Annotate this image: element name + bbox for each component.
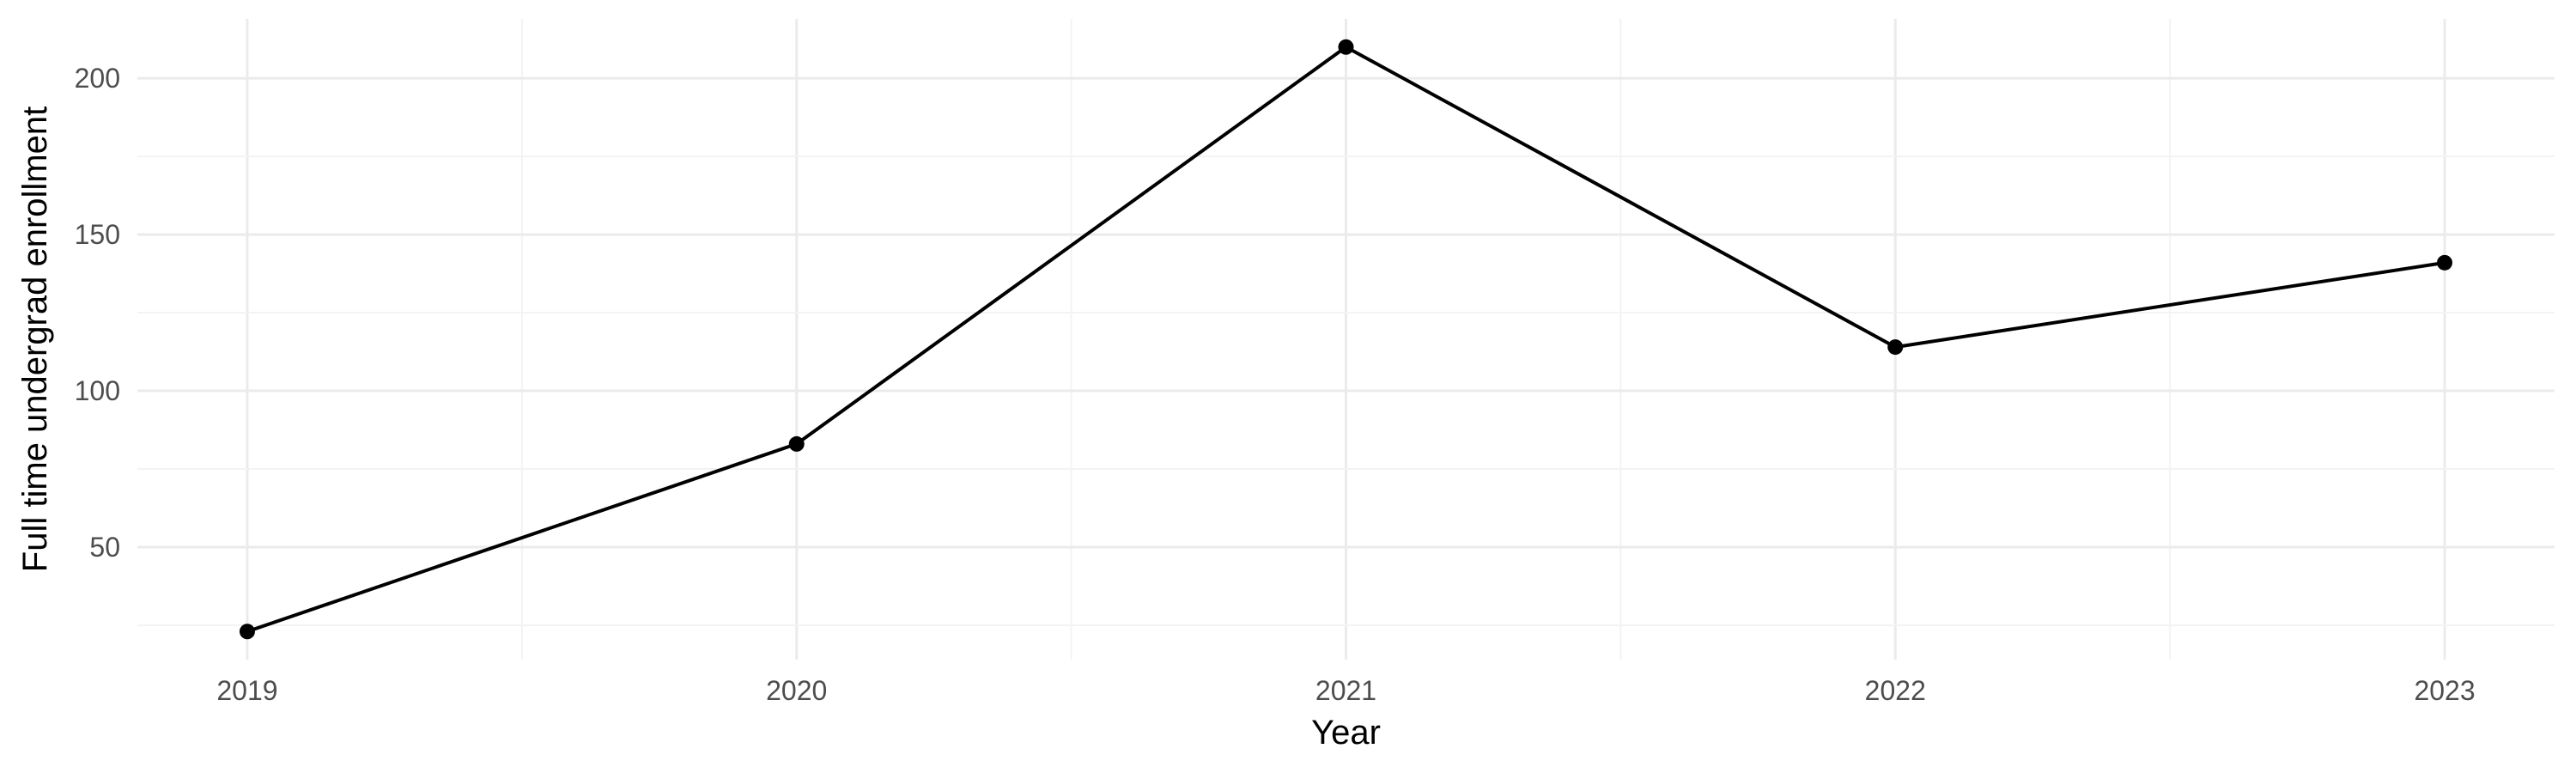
y-tick-label: 150	[75, 219, 120, 250]
y-tick-label: 100	[75, 375, 120, 406]
y-axis-ticks: 50 100 150 200	[75, 63, 120, 563]
data-point	[239, 624, 255, 640]
x-tick-label: 2023	[2414, 675, 2475, 706]
x-axis-title: Year	[1311, 714, 1381, 752]
y-tick-label: 200	[75, 63, 120, 94]
data-point	[1338, 39, 1354, 55]
x-tick-label: 2019	[216, 675, 277, 706]
data-point	[788, 435, 805, 452]
data-point	[1887, 339, 1904, 356]
y-axis-title: Full time undergrad enrollment	[16, 107, 54, 572]
x-tick-label: 2022	[1865, 675, 1926, 706]
x-tick-label: 2021	[1315, 675, 1376, 706]
grid	[137, 19, 2555, 660]
x-tick-label: 2020	[766, 675, 827, 706]
y-tick-label: 50	[89, 532, 120, 563]
data-point	[2437, 254, 2453, 271]
points-layer	[239, 39, 2453, 640]
x-axis-ticks: 2019 2020 2021 2022 2023	[216, 675, 2475, 706]
